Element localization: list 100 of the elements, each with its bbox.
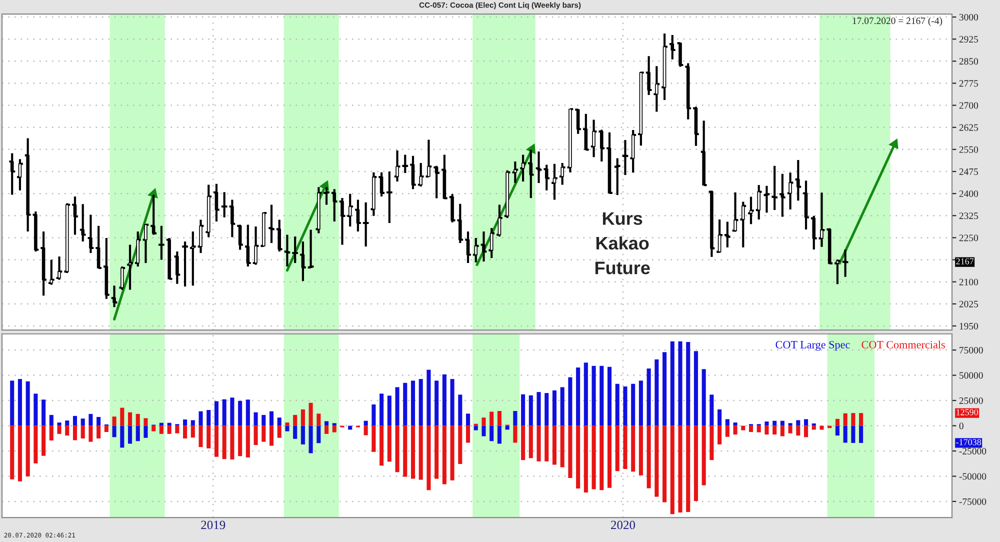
y-tick-label: 25000 xyxy=(959,397,983,404)
bar xyxy=(348,426,352,430)
bar xyxy=(466,414,470,426)
y-tick-label: -75000 xyxy=(959,498,986,505)
bar xyxy=(246,400,250,426)
bar xyxy=(576,367,580,426)
bar xyxy=(678,426,682,512)
bar xyxy=(434,380,439,426)
bar xyxy=(324,426,329,434)
bar xyxy=(764,422,769,426)
bar xyxy=(592,366,596,426)
bar xyxy=(670,426,674,514)
bar xyxy=(246,426,250,458)
y-tick-label: 50000 xyxy=(960,372,983,379)
y-tick-label: 1950 xyxy=(960,322,978,330)
bar xyxy=(859,426,864,443)
bar xyxy=(277,418,282,426)
bar xyxy=(497,411,502,426)
bar xyxy=(600,366,604,426)
candlestick xyxy=(262,211,266,248)
bar xyxy=(458,426,462,464)
bar xyxy=(144,426,148,438)
bar xyxy=(772,426,777,435)
bar xyxy=(214,401,218,426)
bar xyxy=(238,426,242,456)
bar xyxy=(332,426,336,432)
y-tick-label: 2850 xyxy=(959,58,978,65)
y-tick-label: 2550 xyxy=(959,146,978,153)
bar xyxy=(364,426,368,436)
bar xyxy=(65,426,70,436)
bar xyxy=(144,418,148,426)
bar xyxy=(474,426,478,430)
y-tick-label: 2100 xyxy=(959,278,978,286)
bar xyxy=(592,426,596,490)
bar xyxy=(859,413,864,426)
bar xyxy=(536,392,541,426)
bar xyxy=(686,426,690,512)
y-tick-label: 2325 xyxy=(959,212,978,220)
bar xyxy=(552,426,557,465)
bar xyxy=(332,423,336,426)
bar xyxy=(843,413,848,426)
bar xyxy=(293,426,298,439)
bar xyxy=(96,426,101,438)
bar xyxy=(584,362,588,426)
bar xyxy=(206,410,211,426)
bar xyxy=(505,426,510,430)
y-tick-label: 0 xyxy=(959,422,964,430)
bar xyxy=(410,380,416,426)
bar xyxy=(780,420,784,426)
bar xyxy=(600,426,604,490)
bar xyxy=(175,426,180,434)
bar xyxy=(238,400,242,426)
y-tick-label: 2025 xyxy=(959,300,978,308)
y-tick-label: 3000 xyxy=(959,14,978,21)
bar xyxy=(136,414,140,426)
bar xyxy=(607,366,612,426)
bar xyxy=(678,341,682,426)
bar xyxy=(403,382,408,426)
bar xyxy=(49,414,54,426)
bar xyxy=(418,379,423,426)
bar xyxy=(104,426,108,432)
bar xyxy=(254,412,258,426)
bar xyxy=(638,380,643,426)
bar xyxy=(72,426,78,440)
bar xyxy=(65,420,70,426)
bar xyxy=(796,426,800,436)
bar xyxy=(128,412,132,426)
bar xyxy=(183,426,188,438)
bar xyxy=(560,426,564,468)
bar xyxy=(718,426,722,444)
bar xyxy=(733,422,738,426)
point xyxy=(889,139,898,149)
bar xyxy=(576,426,580,489)
bar xyxy=(528,426,533,458)
bar xyxy=(528,395,533,426)
bar xyxy=(623,386,628,426)
bar xyxy=(80,426,85,438)
bar xyxy=(725,419,730,426)
annotation: Kurs Kakao Future xyxy=(595,212,650,274)
bar xyxy=(568,377,572,426)
bar xyxy=(426,426,431,490)
x-tick-label: 2020 xyxy=(611,520,636,530)
y-tick-label: 2700 xyxy=(959,102,978,109)
bar xyxy=(450,426,454,480)
bar xyxy=(748,426,754,432)
bar xyxy=(120,408,124,426)
bar xyxy=(198,426,203,448)
bar xyxy=(230,426,234,460)
bar xyxy=(395,426,400,472)
bar xyxy=(646,368,651,426)
bar xyxy=(631,384,636,426)
bar xyxy=(18,379,22,426)
bar xyxy=(222,399,226,426)
bar xyxy=(364,420,368,426)
y-tick-label: 2925 xyxy=(959,36,978,43)
bar xyxy=(159,426,164,434)
bar xyxy=(403,426,408,477)
bar xyxy=(426,370,431,426)
bar xyxy=(694,351,698,426)
bar xyxy=(57,422,62,426)
